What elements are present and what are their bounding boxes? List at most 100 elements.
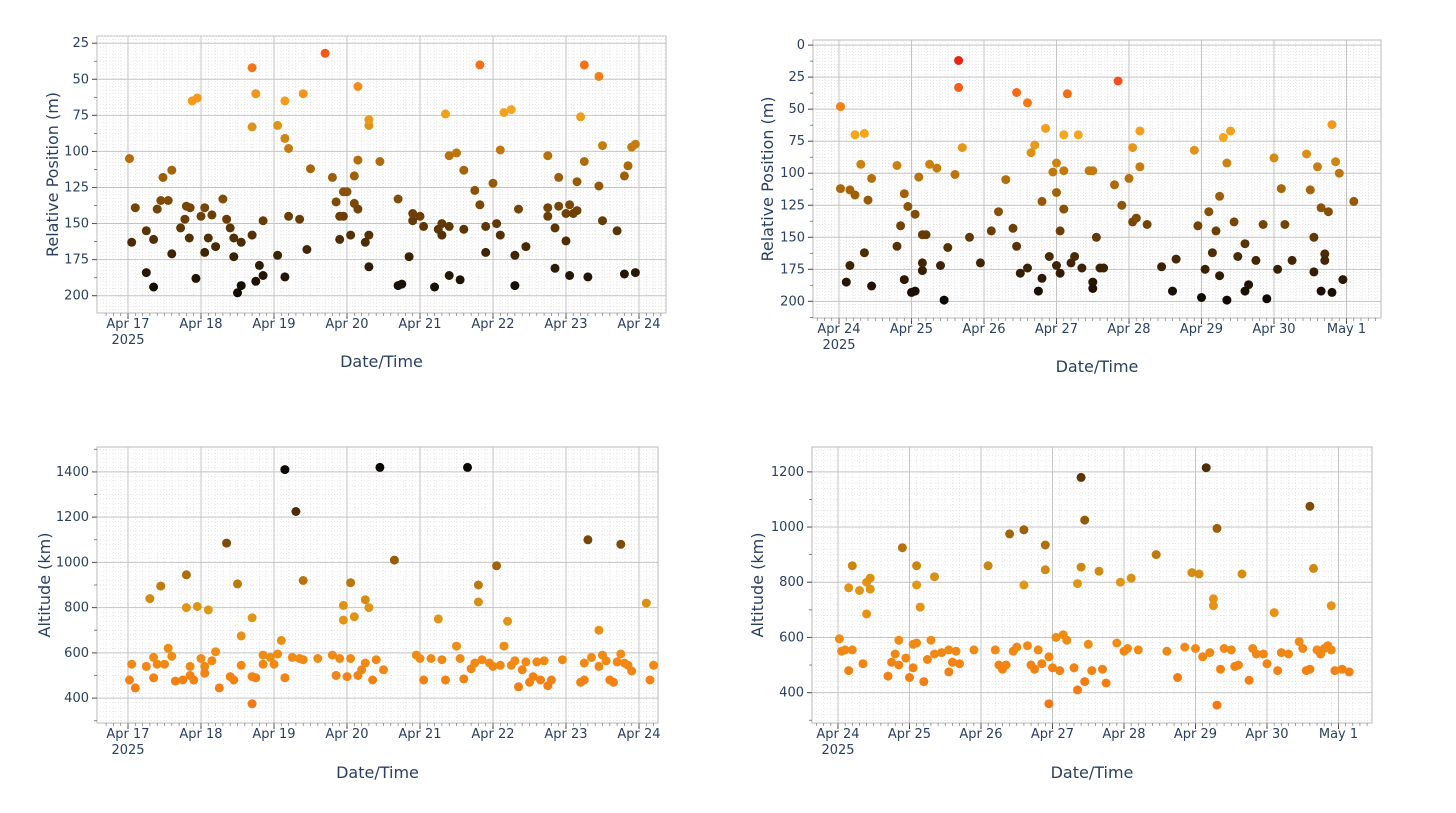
data-points [125,48,640,298]
data-point [477,655,487,665]
data-point [521,657,531,667]
x-tick-label: Apr 24 [817,322,860,337]
data-point [1323,207,1333,217]
data-point [393,194,403,204]
data-point [295,214,305,224]
data-point [568,209,578,218]
data-point [630,139,640,149]
data-point [258,271,268,280]
x-tick-label: Apr 17 [106,727,149,742]
data-point [149,234,159,244]
data-point [1309,232,1319,242]
data-point [1320,255,1330,265]
data-point [1326,601,1336,611]
data-point [1001,175,1011,185]
data-point [1197,293,1206,302]
data-point [965,232,974,242]
data-point [645,675,655,685]
data-point [441,675,450,685]
data-point [353,82,363,91]
data-point [280,133,290,143]
data-point [890,649,900,659]
data-point [1133,645,1143,655]
data-point [475,200,485,210]
data-point [247,699,257,709]
data-point [912,638,922,648]
data-point [536,675,545,685]
data-point [1062,89,1072,99]
data-point [298,655,308,665]
data-point [943,243,953,252]
data-point [510,281,520,291]
data-point [357,665,367,675]
data-point [1073,685,1082,695]
data-point [1309,267,1319,277]
data-point [862,609,872,619]
data-point [1135,126,1145,136]
data-point [298,89,308,99]
data-point [1218,132,1228,142]
data-point [280,673,290,683]
data-point [1302,149,1312,159]
data-point [229,675,239,685]
data-point [276,635,286,645]
data-point [167,165,177,175]
x-tick-year: 2025 [822,338,855,353]
data-point [543,203,553,213]
data-point [894,660,904,670]
data-point [130,203,140,213]
x-tick-label: Apr 22 [471,727,514,742]
data-point [859,248,869,258]
data-point [1215,191,1225,201]
data-point [1055,226,1065,236]
data-point [1305,664,1315,674]
data-point [331,197,341,207]
data-point [430,282,440,292]
data-point [287,652,297,662]
data-point [481,221,491,231]
data-point [389,555,399,565]
data-point [346,578,356,588]
data-point [360,595,370,605]
data-point [926,635,936,645]
data-point [1211,226,1221,236]
data-point [850,130,860,140]
data-point [236,237,246,247]
data-point [1337,664,1347,674]
data-point [1005,529,1015,539]
x-tick-label: Apr 27 [1031,727,1074,742]
data-point [353,204,363,214]
data-point [125,675,134,685]
data-point [521,242,531,252]
data-point [865,584,875,594]
data-point [408,209,418,218]
data-point [1128,143,1138,153]
data-point [905,673,914,682]
data-point [349,171,359,181]
data-point [532,657,542,667]
data-point [495,660,505,670]
y-tick-label: 75 [72,108,89,123]
data-point [627,666,637,676]
data-point [1008,223,1018,233]
data-point [419,675,429,685]
data-point [1327,287,1337,297]
data-point [892,161,902,170]
data-point [951,646,961,656]
data-point [141,226,151,236]
data-point [1124,173,1134,183]
data-point [894,635,904,645]
data-point [1044,252,1054,261]
y-tick-label: 1000 [771,520,804,535]
data-point [1305,185,1315,195]
data-point [1059,204,1069,214]
y-tick-label: 1000 [56,555,89,570]
x-tick-label: Apr 28 [1102,727,1145,742]
data-point [1044,699,1054,709]
data-point [167,651,177,661]
y-tick-label: 25 [72,36,89,51]
data-point [930,649,939,659]
y-axis-title: Relative Position (m) [758,96,777,261]
data-point [623,161,633,171]
